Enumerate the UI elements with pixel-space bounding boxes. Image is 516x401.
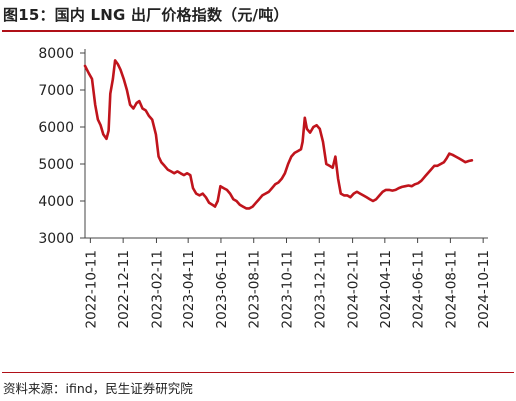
price-index-line <box>83 59 474 210</box>
x-tick-label: 2023-04-11 <box>181 250 197 328</box>
x-tick-label: 2024-06-11 <box>411 250 427 328</box>
y-tick-label: 3000 <box>38 231 74 247</box>
x-tick-label: 2024-08-11 <box>443 250 459 328</box>
x-tick-label: 2024-02-11 <box>346 250 362 328</box>
y-axis: 3000 4000 5000 6000 7000 8000 <box>38 46 86 247</box>
x-tick-label: 2023-10-11 <box>280 250 296 328</box>
page-title: 图15：国内 LNG 出厂价格指数（元/吨） <box>3 6 289 24</box>
x-tick-label: 2023-06-11 <box>214 250 230 328</box>
x-tick-label: 2022-10-11 <box>83 250 99 328</box>
x-tick-label: 2023-02-11 <box>149 250 165 328</box>
y-tick-label: 5000 <box>38 157 74 173</box>
source-note: 资料来源：ifind，民生证券研究院 <box>3 381 193 396</box>
title-divider <box>2 30 514 32</box>
series-group <box>83 59 474 210</box>
x-tick-label: 2024-10-11 <box>476 250 492 328</box>
x-tick-label: 2022-12-11 <box>116 250 132 328</box>
bottom-divider <box>2 372 514 373</box>
y-tick-label: 6000 <box>38 120 74 136</box>
y-tick-label: 8000 <box>38 46 74 62</box>
x-tick-label: 2023-12-11 <box>312 250 328 328</box>
y-tick-label: 4000 <box>38 194 74 210</box>
x-tick-label: 2024-04-11 <box>378 250 394 328</box>
x-tick-label: 2023-08-11 <box>247 250 263 328</box>
x-axis: 2022-10-11 2022-12-11 2023-02-11 2023-04-11… <box>83 237 492 328</box>
y-tick-label: 7000 <box>38 83 74 99</box>
